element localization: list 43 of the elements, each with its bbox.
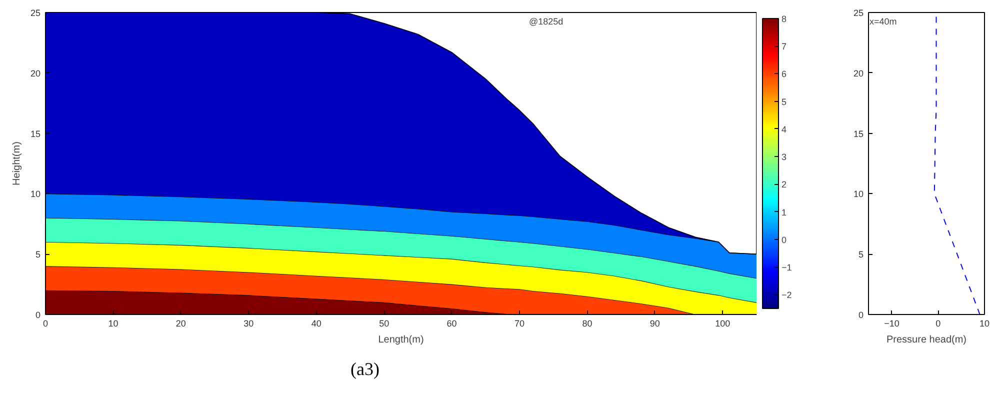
y-tick-label: 10 xyxy=(30,189,41,200)
annotation: @1825d xyxy=(528,16,564,26)
y-tick-label: 0 xyxy=(35,310,41,320)
color-bar-label: 6 xyxy=(782,69,787,80)
x-tick-label: 10 xyxy=(108,318,118,328)
x-axis-title: Length(m) xyxy=(378,334,424,346)
y-axis-title: Height(m) xyxy=(11,142,22,186)
y-tick-label: 15 xyxy=(30,128,41,139)
x-tick-label: 30 xyxy=(244,318,254,328)
color-bar-label: −1 xyxy=(782,262,792,273)
y-tick-label: 20 xyxy=(853,68,864,78)
color-bar-label: 7 xyxy=(782,42,787,52)
y-tick-label: 0 xyxy=(858,310,864,320)
text: (a3) xyxy=(350,358,380,381)
y-tick-label: 20 xyxy=(30,68,41,78)
color-bar-label: −2 xyxy=(782,290,792,300)
x-tick-label: 100 xyxy=(715,318,730,328)
annotation: x=40m xyxy=(870,16,897,26)
color-bar-label: 3 xyxy=(782,152,787,162)
y-tick-label: 15 xyxy=(853,128,864,139)
color-bar-label: 5 xyxy=(782,96,787,107)
y-tick-label: 10 xyxy=(853,189,864,200)
color-bar-label: 1 xyxy=(782,207,787,218)
x-tick-label: 40 xyxy=(311,318,322,328)
y-tick-label: 25 xyxy=(853,8,864,18)
x-tick-label: 0 xyxy=(42,318,48,328)
color-bar-label: 0 xyxy=(782,234,787,245)
color-bar-label: 8 xyxy=(782,14,787,24)
y-tick-label: 25 xyxy=(30,8,41,18)
x-tick-label: 50 xyxy=(379,318,390,328)
x-tick-label: 90 xyxy=(650,318,660,328)
color-bar-label: 4 xyxy=(782,124,787,134)
x-tick-label: 20 xyxy=(176,318,186,328)
y-tick-label: 5 xyxy=(858,250,864,260)
x-tick-label: 70 xyxy=(514,318,525,328)
y-tick-label: 5 xyxy=(35,250,41,260)
color-bar-label: 2 xyxy=(782,180,787,190)
x-tick-label: 60 xyxy=(446,318,457,328)
x-tick-label: 80 xyxy=(582,318,592,328)
x-tick-label: −10 xyxy=(884,318,900,328)
x-axis-title: Pressure head(m) xyxy=(886,334,967,346)
x-tick-label: 10 xyxy=(979,318,990,328)
x-tick-label: 0 xyxy=(936,318,941,328)
